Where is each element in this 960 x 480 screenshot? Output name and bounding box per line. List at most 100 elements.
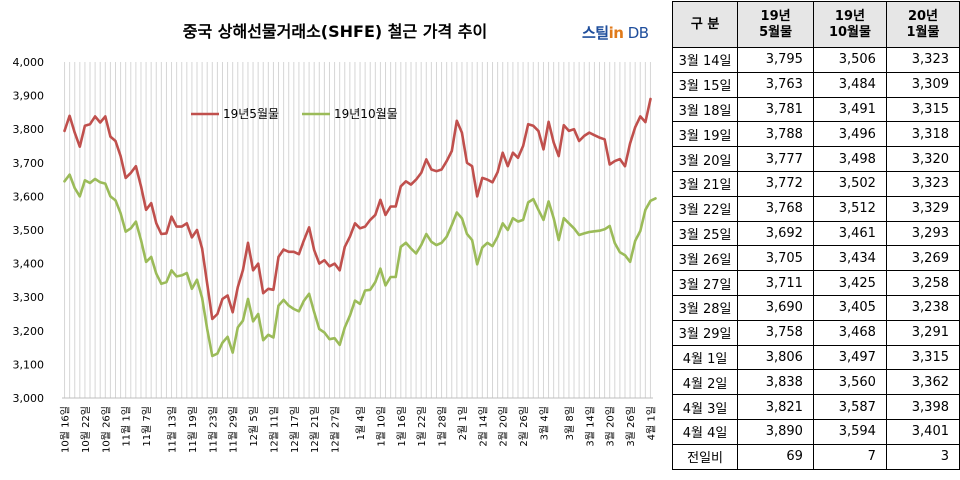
table-cell-date: 3월 25일 [671, 220, 739, 247]
table-cell-price: 3,496 [812, 121, 887, 148]
table-cell-date: 3월 27일 [671, 270, 739, 296]
table-cell-date: 3월 15일 [671, 71, 739, 98]
table-cell-price: 3,711 [737, 270, 814, 296]
x-tick-label: 3월 26일 [625, 406, 637, 447]
table-cell-price: 3,269 [885, 245, 960, 272]
table-row: 3월 26일 3,705 3,434 3,269 [671, 245, 960, 272]
x-tick-label: 1월 10일 [375, 406, 387, 447]
brand-logo-part3: DB [623, 24, 649, 42]
price-table: 구 분 19년 5월물 19년 10월물 20년 1월물 3월 14일 3,795 3,5… [671, 1, 960, 470]
table-cell-date: 3월 20일 [671, 146, 739, 172]
x-tick-label: 2월 1일 [457, 406, 469, 440]
x-tick-label: 3월 20일 [605, 406, 617, 447]
legend-label-0: 19년5월물 [223, 107, 279, 121]
table-cell-date: 3월 19일 [671, 121, 739, 148]
table-cell-price: 3,401 [885, 418, 960, 445]
table-cell-price: 3,315 [885, 96, 960, 123]
table-cell-date: 3월 29일 [671, 319, 739, 346]
table-cell-price: 3,772 [737, 170, 814, 197]
table-cell-price: 3 [885, 443, 960, 470]
table-cell-price: 3,398 [885, 394, 960, 420]
table-cell-price: 7 [812, 443, 887, 470]
table-cell-price: 3,594 [812, 418, 887, 445]
table-row: 전일비 69 7 3 [671, 443, 960, 470]
table-cell-price: 3,405 [812, 294, 887, 321]
table-row: 3월 18일 3,781 3,491 3,315 [671, 96, 960, 123]
chart-title: 중국 상해선물거래소(SHFE) 철근 가격 추이 [183, 22, 487, 41]
table-row: 4월 3일 3,821 3,587 3,398 [671, 394, 960, 420]
table-cell-date: 4월 1일 [671, 344, 739, 371]
table-cell-date: 3월 18일 [671, 96, 739, 123]
table-cell-price: 3,238 [885, 294, 960, 321]
x-tick-label: 12월 5일 [248, 406, 260, 447]
table-cell-price: 3,425 [812, 270, 887, 296]
table-cell-price: 3,758 [737, 319, 814, 346]
y-tick-label: 3,600 [13, 190, 45, 203]
table-cell-price: 3,362 [885, 369, 960, 396]
x-tick-label: 2월 14일 [477, 406, 489, 447]
x-tick-label: 12월 17일 [289, 406, 301, 453]
table-row: 3월 15일 3,763 3,484 3,309 [671, 71, 960, 98]
x-tick-label: 4월 1일 [645, 406, 657, 440]
x-tick-label: 1월 28일 [437, 406, 449, 447]
y-tick-label: 3,300 [13, 291, 45, 304]
table-cell-price: 3,692 [737, 220, 814, 247]
table-cell-price: 3,763 [737, 71, 814, 98]
table-cell-price: 3,461 [812, 220, 887, 247]
y-tick-label: 3,400 [13, 258, 45, 271]
table-row: 4월 4일 3,890 3,594 3,401 [671, 418, 960, 445]
table-cell-price: 3,329 [885, 195, 960, 222]
x-tick-label: 3월 4일 [538, 406, 550, 440]
header-20y-jan: 20년 1월물 [885, 1, 960, 48]
table-cell-price: 3,838 [737, 369, 814, 396]
x-tick-label: 2월 20일 [498, 406, 510, 447]
table-row: 3월 22일 3,768 3,512 3,329 [671, 195, 960, 222]
y-tick-label: 3,800 [13, 123, 45, 136]
x-tick-label: 10월 22일 [80, 406, 92, 453]
price-table-header: 구 분 19년 5월물 19년 10월물 20년 1월물 [671, 1, 960, 48]
x-tick-label: 11월 29일 [228, 406, 240, 453]
table-cell-date: 4월 3일 [671, 394, 739, 420]
y-tick-label: 3,500 [13, 224, 45, 237]
table-cell-price: 3,293 [885, 220, 960, 247]
table-cell-price: 3,315 [885, 344, 960, 371]
table-cell-price: 3,309 [885, 71, 960, 98]
table-cell-price: 3,323 [885, 47, 960, 73]
table-cell-date: 3월 21일 [671, 170, 739, 197]
table-cell-price: 3,781 [737, 96, 814, 123]
table-cell-date: 3월 22일 [671, 195, 739, 222]
x-tick-label: 1월 16일 [396, 406, 408, 447]
table-row: 3월 21일 3,772 3,502 3,323 [671, 170, 960, 197]
header-category: 구 분 [671, 1, 739, 48]
price-table-body: 3월 14일 3,795 3,506 3,323 3월 15일 3,763 3,484 3,3… [671, 47, 960, 470]
table-cell-date: 3월 28일 [671, 294, 739, 321]
table-cell-price: 3,434 [812, 245, 887, 272]
table-row: 3월 28일 3,690 3,405 3,238 [671, 294, 960, 321]
x-tick-label: 10월 26일 [100, 406, 112, 453]
table-cell-price: 3,491 [812, 96, 887, 123]
table-row: 3월 14일 3,795 3,506 3,323 [671, 47, 960, 73]
brand-logo: 스틸in DB [582, 22, 649, 43]
series-line-1 [63, 173, 657, 358]
table-cell-price: 3,258 [885, 270, 960, 296]
table-cell-price: 3,768 [737, 195, 814, 222]
table-cell-price: 3,318 [885, 121, 960, 148]
table-cell-price: 3,484 [812, 71, 887, 98]
table-cell-date: 4월 2일 [671, 369, 739, 396]
series-line-0 [63, 97, 652, 321]
x-tick-label: 11월 13일 [167, 406, 179, 453]
chart-area: 중국 상해선물거래소(SHFE) 철근 가격 추이 3,000 3,100 3,20… [12, 22, 658, 454]
table-row: 3월 20일 3,777 3,498 3,320 [671, 146, 960, 172]
table-cell-date: 3월 14일 [671, 47, 739, 73]
x-tick-label: 11월 1일 [121, 406, 133, 447]
x-tick-label: 3월 14일 [584, 406, 596, 447]
table-row: 4월 2일 3,838 3,560 3,362 [671, 369, 960, 396]
table-cell-price: 3,690 [737, 294, 814, 321]
table-cell-price: 3,291 [885, 319, 960, 346]
table-cell-price: 3,587 [812, 394, 887, 420]
table-row: 3월 29일 3,758 3,468 3,291 [671, 319, 960, 346]
table-cell-price: 3,512 [812, 195, 887, 222]
x-tick-label: 10월 16일 [60, 406, 72, 453]
table-cell-price: 3,777 [737, 146, 814, 172]
price-line-chart: 중국 상해선물거래소(SHFE) 철근 가격 추이 3,000 3,100 3,20… [13, 22, 658, 453]
